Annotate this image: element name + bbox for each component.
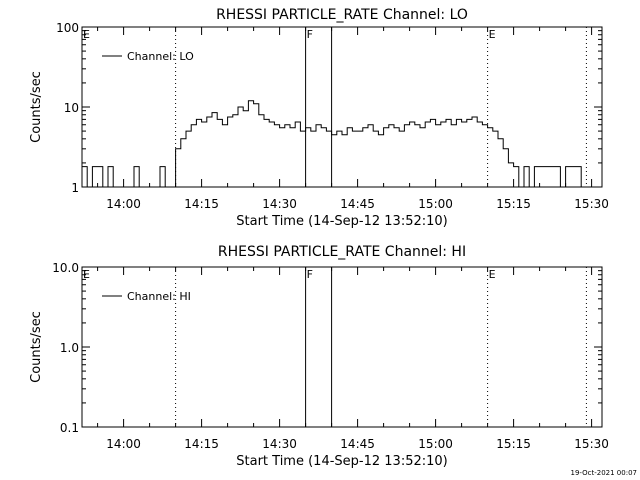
- footer-timestamp: 19-Oct-2021 00:07: [571, 469, 637, 477]
- time-marker-label: E: [489, 28, 496, 41]
- x-tick-label: 14:15: [184, 437, 219, 451]
- edge-label: E: [83, 268, 90, 281]
- legend-entry: Channel: LO: [127, 50, 194, 63]
- x-tick-label: 15:30: [574, 437, 609, 451]
- x-tick-label: 14:00: [106, 197, 141, 211]
- x-tick-label: 14:30: [262, 437, 297, 451]
- y-tick-label: 10.0: [52, 261, 79, 275]
- x-tick-label: 15:15: [496, 197, 531, 211]
- x-tick-label: 14:30: [262, 197, 297, 211]
- chart-panel-2: RHESSI PARTICLE_RATE Channel: HI 0.1 1.0 10…: [29, 244, 609, 469]
- time-marker-label: F: [307, 268, 313, 281]
- time-marker-label: E: [489, 268, 496, 281]
- y-tick-label: 1: [71, 181, 79, 195]
- y-tick-label: 100: [56, 21, 79, 35]
- chart-title: RHESSI PARTICLE_RATE Channel: HI: [218, 244, 466, 260]
- chart-panel-1: RHESSI PARTICLE_RATE Channel: LO 1 10 100 Co…: [29, 7, 609, 229]
- x-tick-label: 15:30: [574, 197, 609, 211]
- x-tick-label: 14:15: [184, 197, 219, 211]
- chart-title: RHESSI PARTICLE_RATE Channel: LO: [216, 7, 468, 23]
- time-marker-label: F: [307, 28, 313, 41]
- y-axis-label: Counts/sec: [29, 71, 44, 143]
- y-tick-label: 0.1: [60, 421, 79, 435]
- legend-entry: Channel: HI: [127, 290, 191, 303]
- x-tick-label: 14:00: [106, 437, 141, 451]
- x-axis-label: Start Time (14-Sep-12 13:52:10): [236, 454, 447, 469]
- x-tick-label: 15:15: [496, 437, 531, 451]
- y-tick-label: 1.0: [60, 341, 79, 355]
- x-tick-label: 15:00: [418, 437, 453, 451]
- x-tick-label: 14:45: [340, 437, 375, 451]
- x-tick-label: 15:00: [418, 197, 453, 211]
- series-line: [82, 100, 592, 188]
- y-axis-label: Counts/sec: [29, 311, 44, 383]
- x-axis-label: Start Time (14-Sep-12 13:52:10): [236, 214, 447, 229]
- edge-label: E: [83, 28, 90, 41]
- y-tick-label: 10: [64, 101, 79, 115]
- x-tick-label: 14:45: [340, 197, 375, 211]
